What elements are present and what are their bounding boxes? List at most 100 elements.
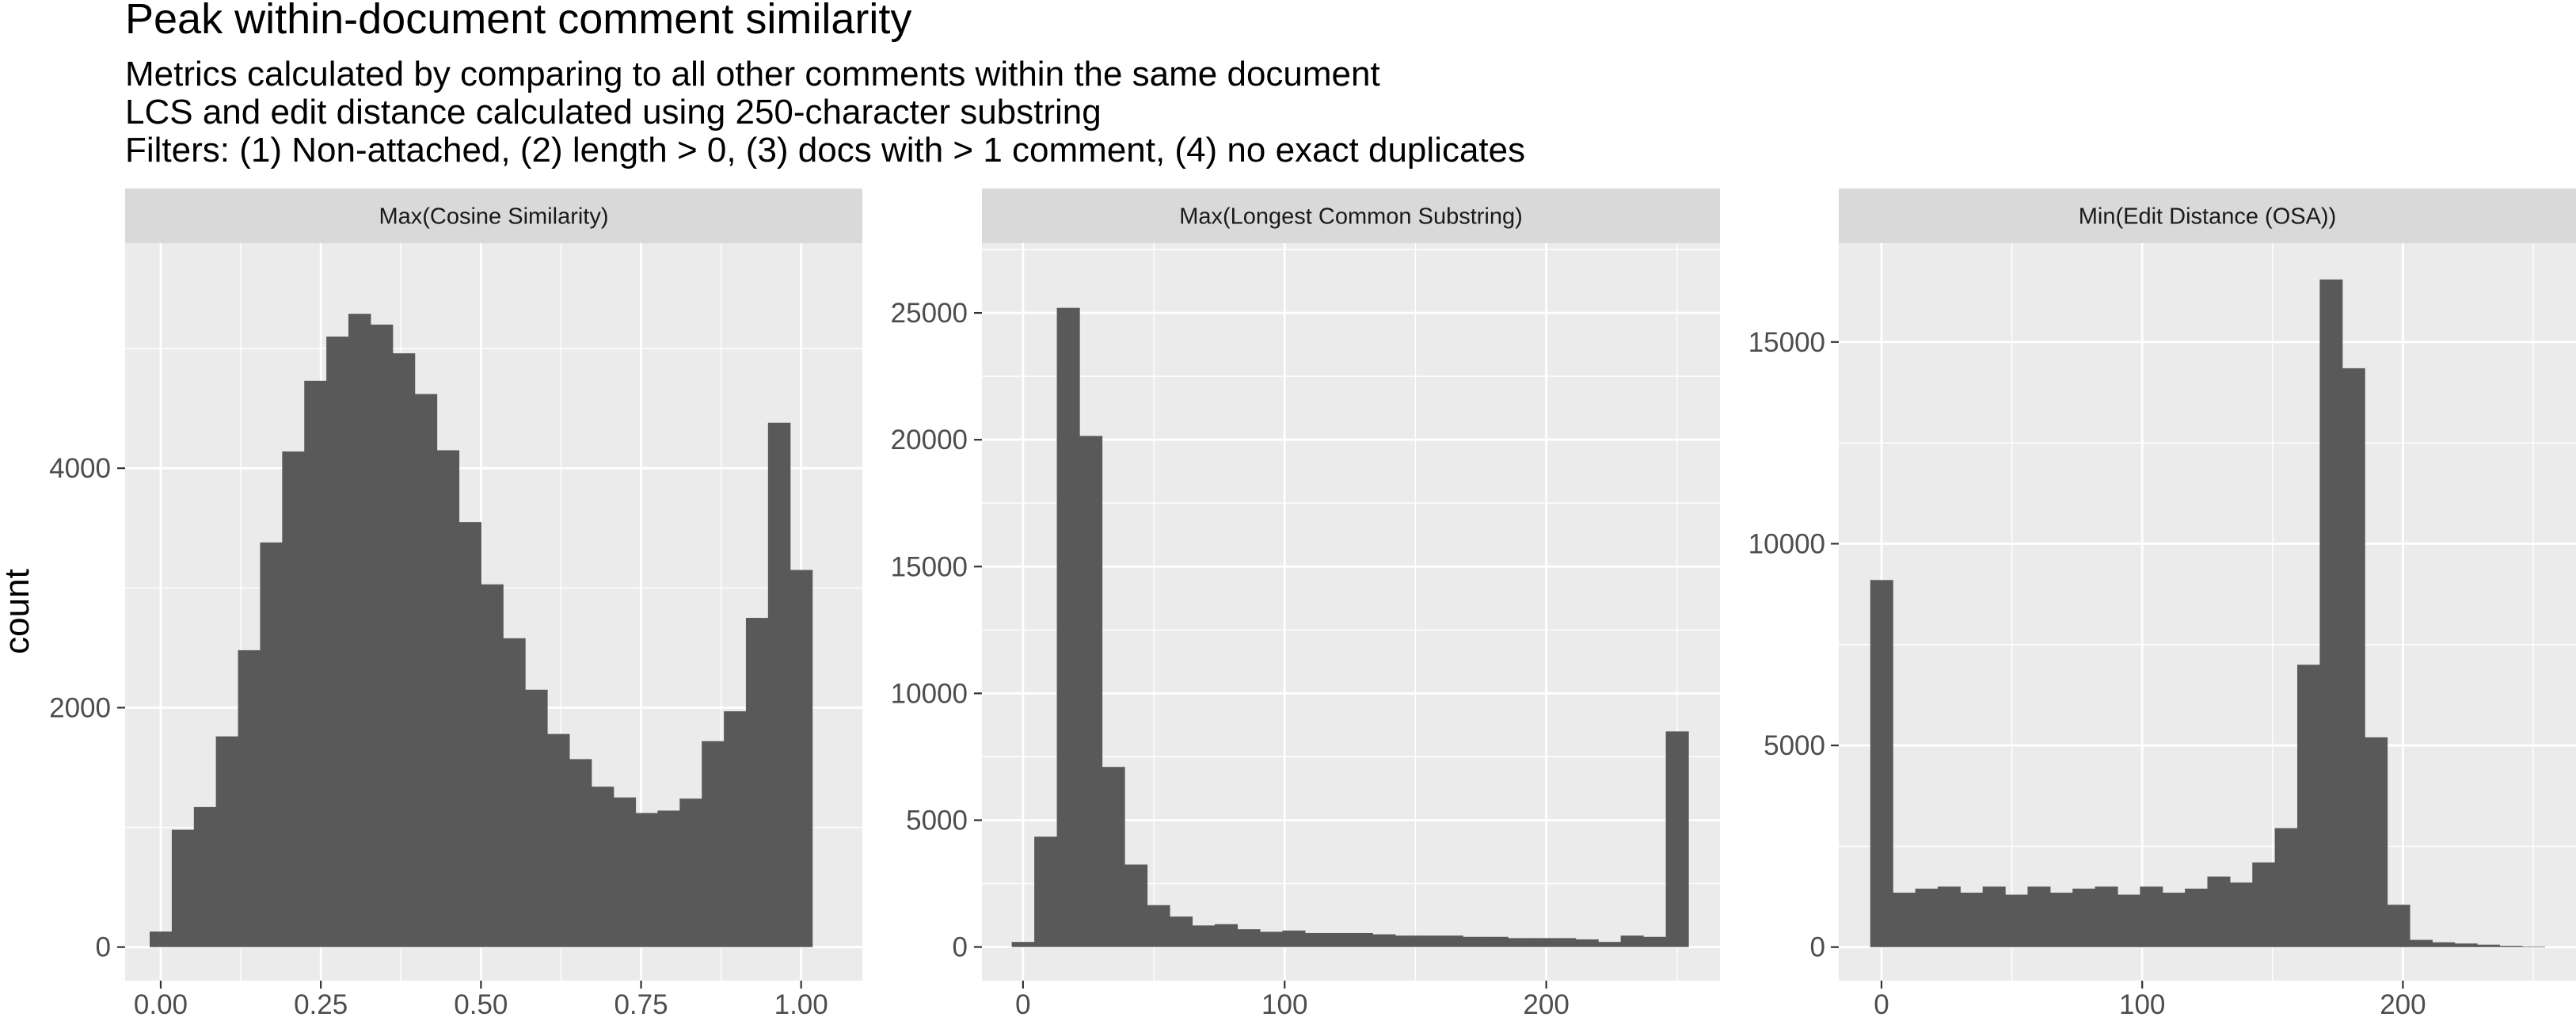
histogram-bar xyxy=(1960,892,1984,947)
histogram-bar xyxy=(1508,938,1532,947)
histogram-bar xyxy=(503,638,526,947)
histogram-bar xyxy=(2005,894,2029,947)
histogram-bar xyxy=(150,931,173,947)
y-tick-label: 25000 xyxy=(891,298,968,329)
histogram-bar xyxy=(171,829,195,947)
facet-strip-label: Max(Longest Common Substring) xyxy=(1179,204,1523,230)
histogram-bar xyxy=(1620,935,1644,947)
facet-strip-label: Min(Edit Distance (OSA)) xyxy=(2079,204,2337,230)
histogram-bar xyxy=(1485,936,1509,947)
histogram-bar xyxy=(238,650,261,947)
histogram-bar xyxy=(1304,932,1328,947)
histogram-bar xyxy=(2477,944,2501,947)
histogram-bar xyxy=(679,798,702,947)
histogram-bar xyxy=(326,336,349,947)
histogram-bar xyxy=(1915,888,1939,947)
histogram-bar xyxy=(1102,767,1125,947)
histogram-bar xyxy=(2027,886,2051,947)
histogram-bar xyxy=(2432,942,2456,947)
histogram-bar xyxy=(745,618,769,947)
histogram-bar xyxy=(2274,828,2298,947)
y-tick-label: 10000 xyxy=(891,678,968,709)
histogram-bar xyxy=(1214,924,1239,947)
histogram-bar xyxy=(1643,936,1667,947)
x-tick-label: 0.25 xyxy=(294,989,348,1020)
histogram-bar xyxy=(1372,934,1396,947)
histogram-bar xyxy=(392,353,416,947)
histogram-bar xyxy=(282,451,305,947)
histogram-bar xyxy=(2140,886,2163,947)
histogram-bar xyxy=(546,733,570,947)
histogram-bar xyxy=(370,324,394,947)
histogram-bar xyxy=(2499,946,2523,947)
histogram-bar xyxy=(767,422,791,947)
histogram-bar xyxy=(2229,882,2253,947)
histogram-bar xyxy=(2095,886,2118,947)
histogram-bar xyxy=(790,570,813,947)
histogram-bar xyxy=(1530,938,1554,947)
chart-subtitle-line-3: Filters: (1) Non-attached, (2) length > … xyxy=(125,131,1526,170)
histogram-bar xyxy=(1463,936,1486,947)
histogram-bar xyxy=(459,522,481,947)
facet-strip xyxy=(1839,189,2576,243)
histogram-bar xyxy=(724,711,747,947)
facet-strip xyxy=(982,189,1720,243)
histogram-bar xyxy=(1192,925,1216,947)
histogram-bar xyxy=(348,314,371,947)
histogram-bar xyxy=(1259,931,1284,947)
histogram-bar xyxy=(1395,935,1418,947)
histogram-bar xyxy=(1665,731,1689,947)
histogram-bar xyxy=(304,380,327,947)
histogram-bar xyxy=(2162,892,2186,947)
panel-background xyxy=(1839,243,2576,981)
histogram-bar xyxy=(260,542,283,947)
histogram-bar xyxy=(2454,943,2478,947)
histogram-bar xyxy=(1282,930,1306,947)
histogram-bar xyxy=(2297,665,2320,947)
y-tick-label: 10000 xyxy=(1748,528,1825,559)
facet-panel-3: Min(Edit Distance (OSA)) 0 100 200 0 5000 1000… xyxy=(1748,189,2576,1020)
histogram-bar xyxy=(1870,580,1893,947)
histogram-bar xyxy=(1169,916,1193,947)
x-tick-label: 0.00 xyxy=(134,989,188,1020)
x-tick-label: 200 xyxy=(1523,989,1569,1020)
histogram-bar xyxy=(2342,368,2365,947)
histogram-bar xyxy=(1056,307,1080,947)
histogram-bar xyxy=(436,450,460,947)
histogram-bar xyxy=(2319,279,2343,947)
histogram-bar xyxy=(1034,836,1058,947)
y-tick-label: 5000 xyxy=(906,805,968,836)
histogram-bar xyxy=(613,797,637,947)
histogram-bar xyxy=(1327,932,1351,947)
histogram-bar xyxy=(2252,862,2276,947)
facet-strip xyxy=(125,189,862,243)
y-tick-label: 15000 xyxy=(1748,327,1825,358)
histogram-bar xyxy=(2117,894,2140,947)
histogram-bar xyxy=(1893,892,1916,947)
histogram-bar xyxy=(1937,886,1961,947)
x-tick-label: 0 xyxy=(1015,989,1030,1020)
histogram-bar xyxy=(2207,876,2231,947)
histogram-bar xyxy=(1417,935,1441,947)
histogram-bar xyxy=(2365,737,2388,947)
x-tick-label: 100 xyxy=(1261,989,1307,1020)
x-tick-label: 0 xyxy=(1874,989,1889,1020)
x-tick-label: 100 xyxy=(2119,989,2165,1020)
histogram-bar xyxy=(1440,935,1463,947)
histogram-bar xyxy=(1147,905,1170,947)
y-tick-label: 0 xyxy=(96,932,111,963)
histogram-bar xyxy=(1349,932,1373,947)
facet-panel-2: Max(Longest Common Substring) 0 100 200 0 500… xyxy=(891,189,1720,1020)
histogram-bar xyxy=(657,810,680,947)
x-tick-label: 200 xyxy=(2380,989,2426,1020)
histogram-bar xyxy=(1982,886,2006,947)
histogram-bar xyxy=(1575,939,1599,947)
histogram-bar xyxy=(525,689,548,947)
histogram-bar xyxy=(1124,864,1148,947)
y-tick-label: 15000 xyxy=(891,551,968,582)
x-tick-label: 0.75 xyxy=(614,989,668,1020)
y-tick-label: 4000 xyxy=(49,453,111,484)
histogram-bar xyxy=(2409,939,2433,947)
histogram-bar xyxy=(414,394,438,947)
